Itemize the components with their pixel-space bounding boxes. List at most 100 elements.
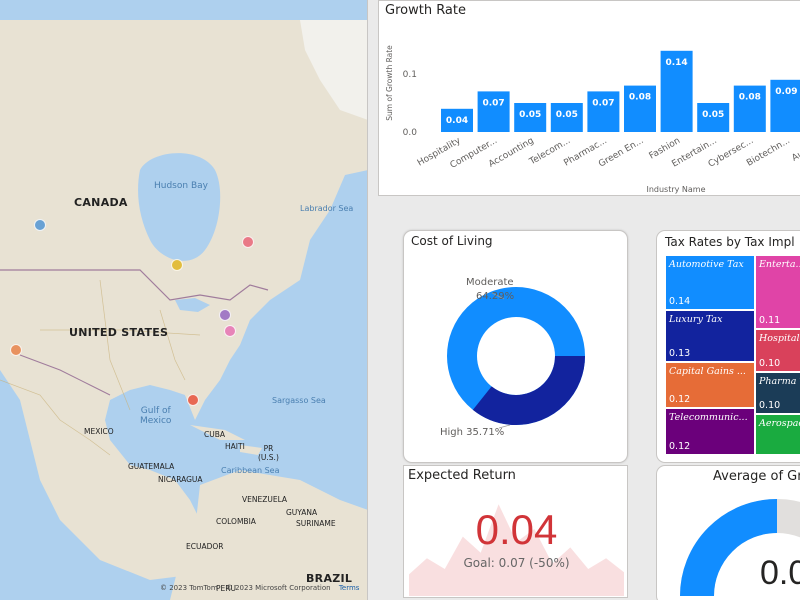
us-mexico-border xyxy=(19,354,111,396)
map-label-pr: PR (U.S.) xyxy=(258,444,279,462)
bar-data-label: 0.04 xyxy=(446,116,468,126)
expected-return-value: 0.04 xyxy=(475,506,558,553)
map-terms-link[interactable]: Terms xyxy=(338,584,360,592)
map-label-haiti: HAITI xyxy=(225,442,245,451)
south-america-land xyxy=(170,470,367,600)
bar xyxy=(550,103,583,132)
tile-value: 0.10 xyxy=(759,358,781,369)
bar-data-label: 0.05 xyxy=(519,110,541,120)
chart-title: Growth Rate xyxy=(385,3,466,18)
great-lakes-water xyxy=(175,298,210,312)
treemap-tile-telecommunications[interactable]: Telecommunic... 0.12 xyxy=(666,409,754,454)
high-label: High 35.71% xyxy=(440,427,504,438)
cost-of-living-title: Cost of Living xyxy=(411,234,493,248)
tax-rates-title: Tax Rates by Tax Impl xyxy=(665,235,795,249)
expected-return-trend xyxy=(409,504,624,596)
map-point[interactable] xyxy=(10,344,22,356)
tile-name: Hospitali... xyxy=(759,333,800,344)
tile-value: 0.12 xyxy=(669,441,691,452)
map-point[interactable] xyxy=(219,309,231,321)
bar xyxy=(441,108,473,132)
tile-value: 0.12 xyxy=(669,394,691,405)
expected-return-kpi[interactable]: Expected Return 0.04 Goal: 0.07 (-50%) xyxy=(403,465,628,598)
map-point[interactable] xyxy=(34,219,46,231)
map-label-cuba: CUBA xyxy=(204,430,226,439)
map-label-brazil: BRAZIL xyxy=(306,572,353,585)
cuba-land xyxy=(190,425,245,440)
bar-data-label: 0.08 xyxy=(739,93,761,103)
treemap-tile-hospitality[interactable]: Hospitali... 0.10 xyxy=(756,330,800,371)
map-label-guyana: GUYANA xyxy=(286,508,318,517)
bar-data-label: 0.09 xyxy=(775,87,797,97)
treemap-tile-pharma[interactable]: Pharma T... 0.10 xyxy=(756,373,800,413)
cost-of-living-card[interactable]: Cost of Living Moderate 64.29% High 35.7… xyxy=(403,230,628,463)
y-axis-label: Sum of Growth Rate xyxy=(385,45,394,121)
map-label-canada: CANADA xyxy=(74,196,128,209)
x-tick-label: Autom... xyxy=(790,136,800,164)
growth-rate-chart[interactable]: Growth Rate Sum of Growth Rate 0.0 0.1 0.04… xyxy=(378,0,800,196)
bar-data-label: 0.05 xyxy=(556,110,578,120)
gauge-arc xyxy=(680,499,800,597)
expected-return-goal: Goal: 0.07 (-50%) xyxy=(463,556,570,570)
moderate-leader-line xyxy=(491,292,505,300)
treemap-tile-aerospace[interactable]: Aerospac... xyxy=(756,415,800,454)
greenland-land xyxy=(300,20,367,120)
bar xyxy=(733,85,766,132)
tile-value: 0.10 xyxy=(759,400,781,411)
treemap-tile-luxury-tax[interactable]: Luxury Tax 0.13 xyxy=(666,311,754,361)
map-label-colombia: COLOMBIA xyxy=(216,517,256,526)
growth-rate-plot: Sum of Growth Rate0.00.10.04Hospitality0… xyxy=(385,45,800,194)
map-label-gulf-of-mexico: Gulf of Mexico xyxy=(140,406,172,426)
gauge-title: Average of Gro xyxy=(713,469,800,484)
bar xyxy=(697,103,730,132)
map-label-peru: PERU xyxy=(216,584,236,593)
tile-value: 0.14 xyxy=(669,296,691,307)
hudson-bay-water xyxy=(138,153,221,261)
cost-of-living-donut: Moderate 64.29% High 35.71% xyxy=(440,277,585,438)
bar-data-label: 0.07 xyxy=(482,98,504,108)
map-point[interactable] xyxy=(171,259,183,271)
map-point[interactable] xyxy=(187,394,199,406)
tile-name: Telecommunic... xyxy=(669,412,748,423)
tile-name: Luxury Tax xyxy=(669,314,723,325)
map-label-ecuador: ECUADOR xyxy=(186,542,224,551)
average-growth-gauge[interactable]: Average of Gro 0.0 xyxy=(656,465,800,600)
bar-data-label: 0.08 xyxy=(629,93,651,103)
bar xyxy=(477,91,510,132)
map-point[interactable] xyxy=(242,236,254,248)
treemap-tile-entertainment[interactable]: Enterta... 0.11 xyxy=(756,256,800,328)
bar xyxy=(660,50,693,132)
tile-value: 0.11 xyxy=(759,315,781,326)
map-label-labrador-sea: Labrador Sea xyxy=(300,204,354,213)
map-label-nicaragua: NICARAGUA xyxy=(158,475,203,484)
map-canvas xyxy=(0,0,367,600)
map-credits: © 2023 TomTom © 2023 Microsoft Corporati… xyxy=(160,584,365,592)
x-axis-label: Industry Name xyxy=(646,185,705,194)
treemap-tile-capital-gains[interactable]: Capital Gains ... 0.12 xyxy=(666,363,754,407)
map-label-caribbean-sea: Caribbean Sea xyxy=(221,466,280,475)
y-tick-label: 0.0 xyxy=(403,128,418,138)
map-label-united-states: UNITED STATES xyxy=(69,326,169,339)
map-credit-microsoft: © 2023 Microsoft Corporation xyxy=(225,584,331,592)
tile-name: Capital Gains ... xyxy=(669,366,746,377)
tax-rates-treemap[interactable]: Tax Rates by Tax Impl Automotive Tax 0.1… xyxy=(656,230,800,463)
tile-value: 0.13 xyxy=(669,348,691,359)
bar xyxy=(770,79,800,132)
bar xyxy=(514,103,547,132)
tile-name: Enterta... xyxy=(759,259,800,270)
tile-name: Aerospac... xyxy=(759,418,800,429)
treemap-tile-automotive-tax[interactable]: Automotive Tax 0.14 xyxy=(666,256,754,309)
tile-name: Automotive Tax xyxy=(669,259,744,270)
bar xyxy=(624,85,656,132)
map-label-sargasso-sea: Sargasso Sea xyxy=(272,396,326,405)
map-label-venezuela: VENEZUELA xyxy=(242,495,288,504)
trend-area xyxy=(409,504,624,596)
us-canada-border xyxy=(0,269,269,301)
y-tick-label: 0.1 xyxy=(403,70,417,80)
moderate-label: Moderate xyxy=(466,277,514,288)
moderate-percent: 64.29% xyxy=(476,291,514,302)
bar-data-label: 0.14 xyxy=(665,58,687,68)
map-visual[interactable]: CANADA UNITED STATES BRAZIL Hudson Bay L… xyxy=(0,0,368,600)
map-point[interactable] xyxy=(224,325,236,337)
hispaniola-land xyxy=(240,445,262,455)
